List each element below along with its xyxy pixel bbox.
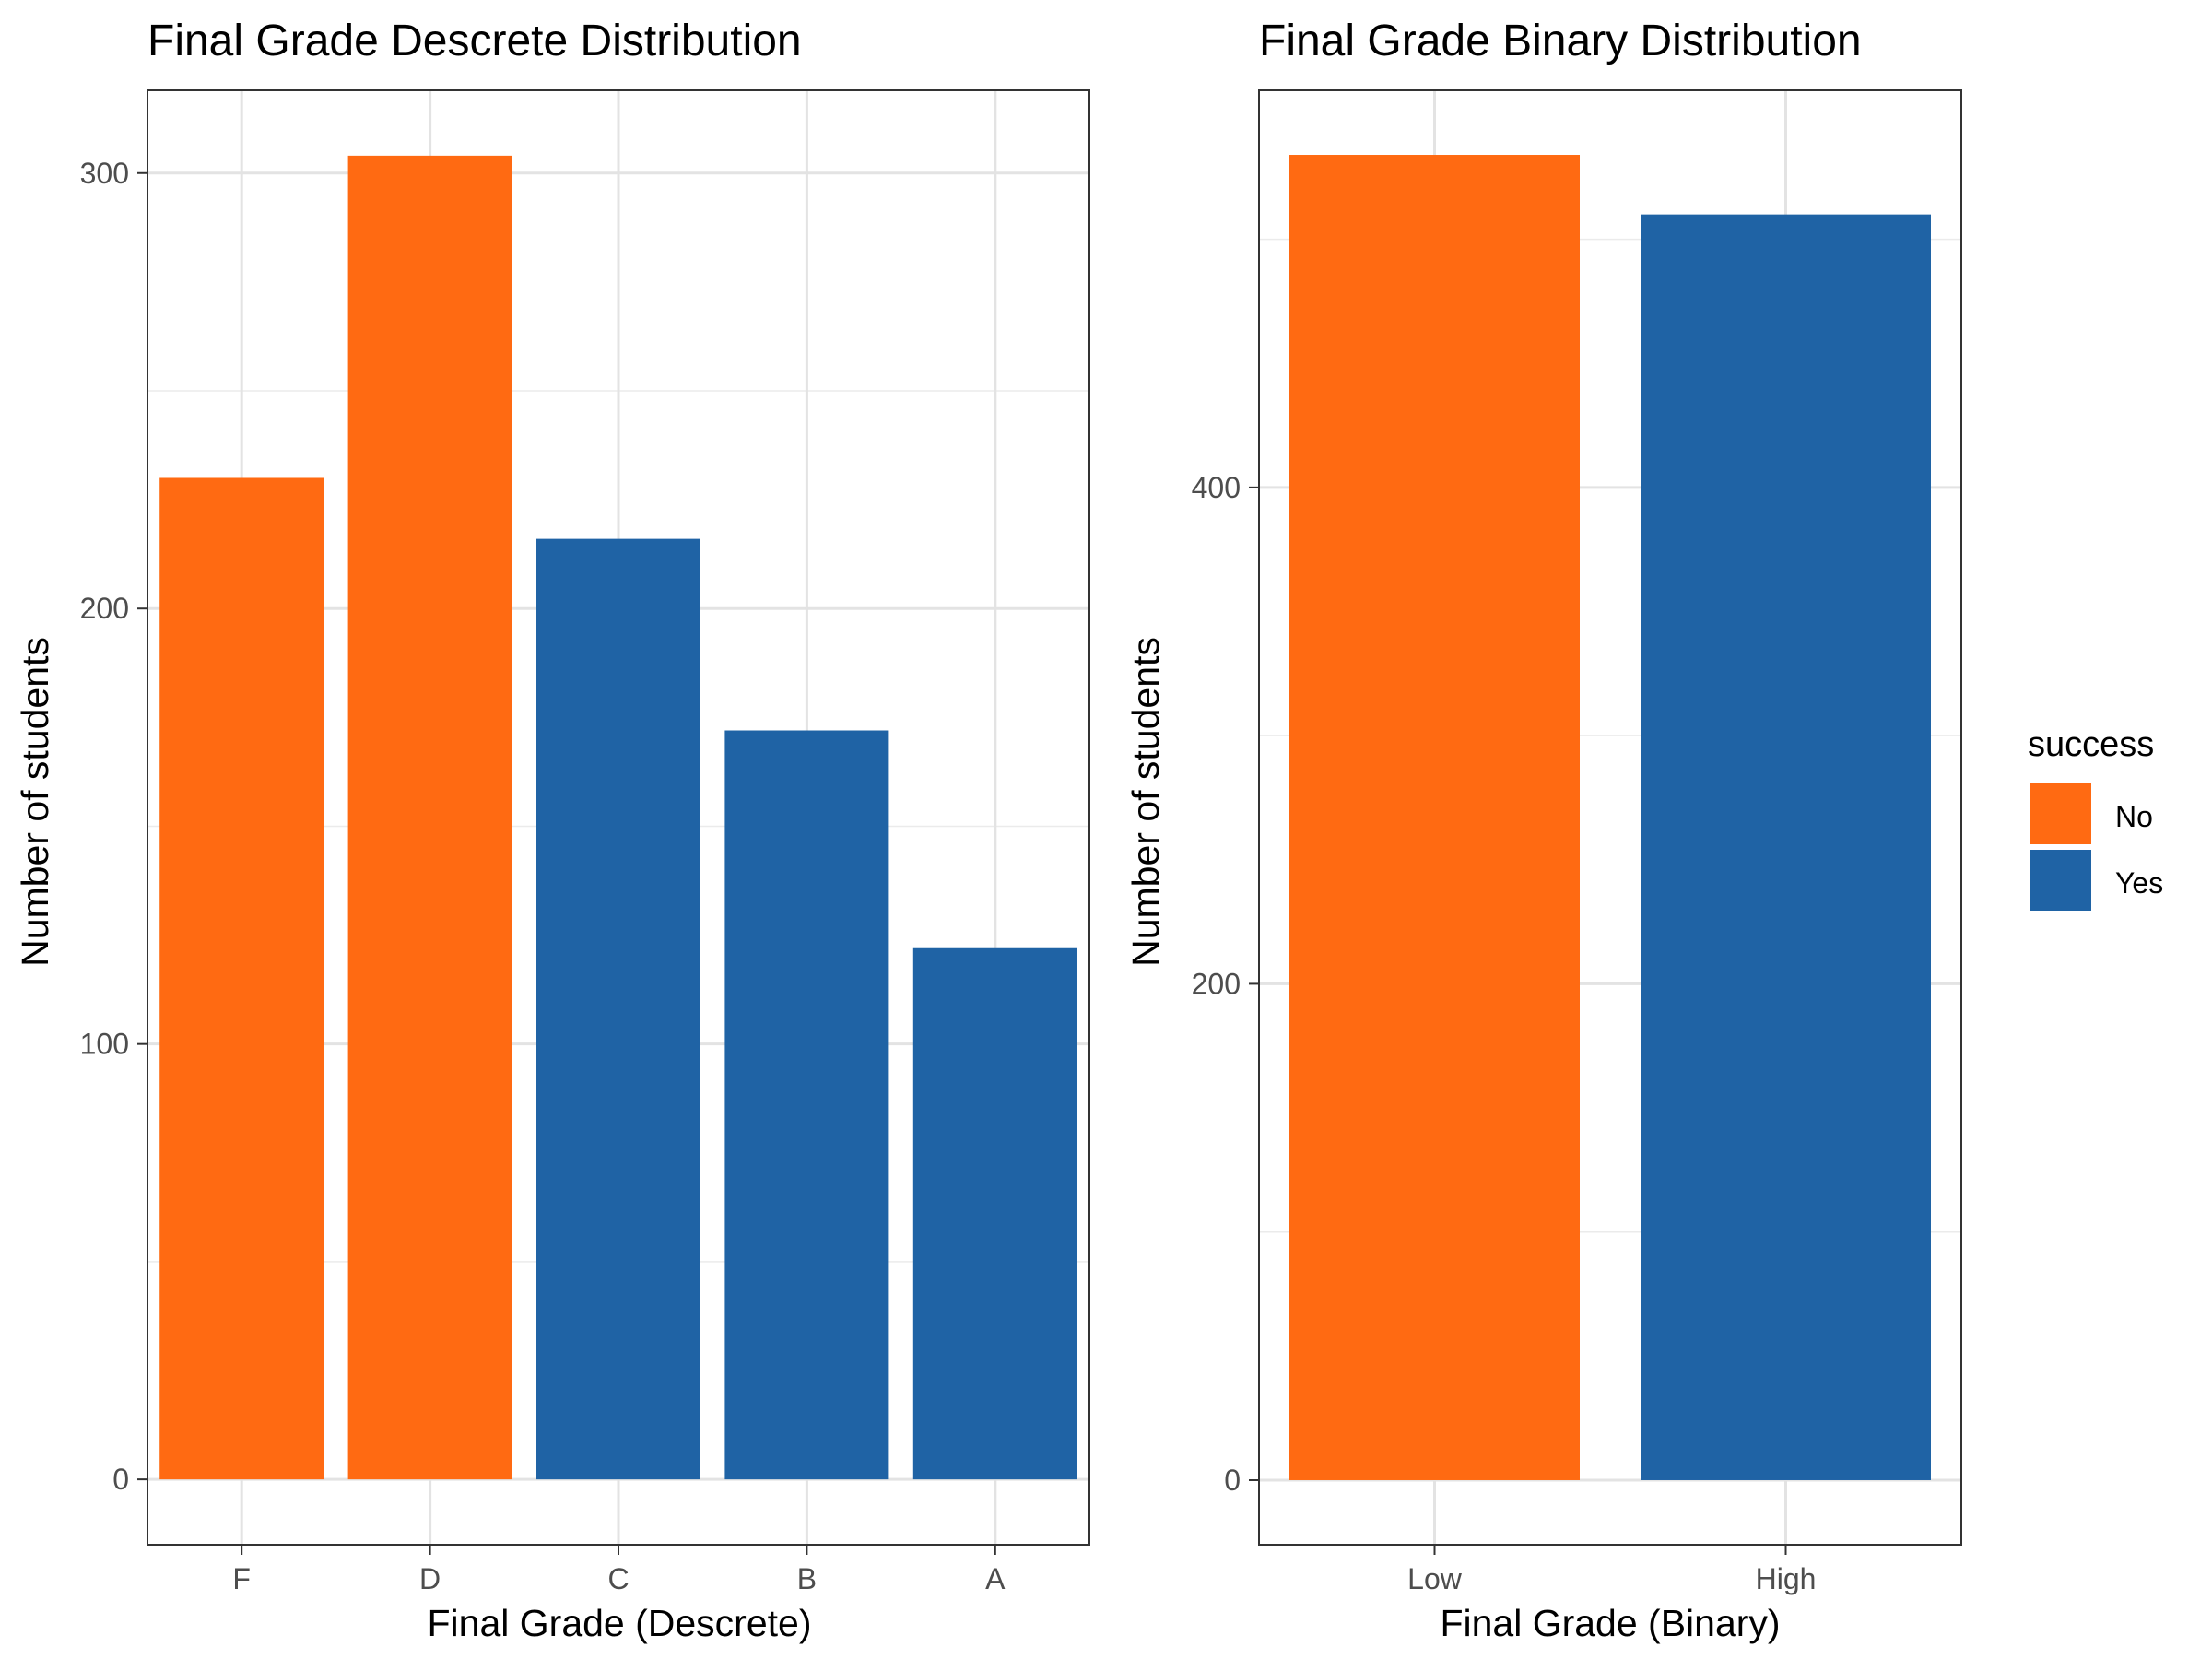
x-axis-title: Final Grade (Binary): [1440, 1602, 1780, 1644]
bar-d: [347, 155, 512, 1480]
chart-title: Final Grade Descrete Distribution: [147, 17, 802, 65]
legend: success No Yes: [2028, 725, 2163, 911]
panel-border: [1258, 89, 1962, 1546]
x-tick-label: High: [1756, 1562, 1817, 1595]
y-tick-label: 200: [80, 592, 129, 625]
y-tick-label: 200: [1192, 967, 1241, 1000]
bar-c: [536, 538, 700, 1480]
y-tick-label: 300: [80, 157, 129, 190]
x-tick-label: D: [419, 1562, 441, 1595]
bar-a: [912, 947, 1077, 1480]
x-tick-label: F: [232, 1562, 251, 1595]
x-tick-label: C: [607, 1562, 629, 1595]
plot-area: 0 100 200 300 F D C B A: [80, 89, 1090, 1595]
y-axis-title: Number of students: [14, 637, 56, 967]
legend-label-no: No: [2115, 800, 2153, 833]
y-tick-label: 0: [1224, 1464, 1241, 1497]
legend-title: success: [2028, 725, 2154, 764]
legend-key-no: [2030, 783, 2091, 844]
chart-binary-distribution: Final Grade Binary Distribution 0 200 400 L…: [1124, 17, 1962, 1644]
legend-label-yes: Yes: [2115, 866, 2163, 900]
chart-title: Final Grade Binary Distribution: [1259, 17, 1862, 65]
chart-descrete-distribution: Final Grade Descrete Distribution 0 100 20…: [14, 17, 1090, 1644]
bar-b: [724, 730, 889, 1480]
x-axis-title: Final Grade (Descrete): [428, 1602, 812, 1644]
bar-high: [1641, 214, 1931, 1480]
y-axis-title: Number of students: [1124, 637, 1167, 967]
x-tick-label: B: [797, 1562, 817, 1595]
plot-area: 0 200 400 Low High: [1192, 89, 1962, 1595]
y-tick-label: 100: [80, 1028, 129, 1061]
y-tick-label: 0: [112, 1463, 129, 1496]
bar-low: [1289, 155, 1580, 1480]
legend-key-yes: [2030, 850, 2091, 911]
bar-f: [159, 477, 324, 1480]
x-tick-label: Low: [1407, 1562, 1463, 1595]
y-tick-label: 400: [1192, 471, 1241, 504]
x-tick-label: A: [985, 1562, 1006, 1595]
